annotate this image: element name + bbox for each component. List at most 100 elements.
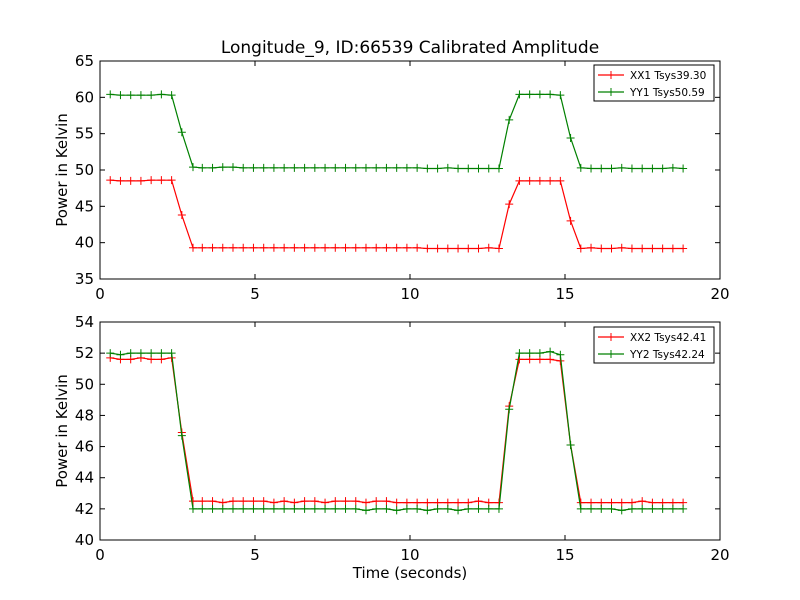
data-point (310, 504, 319, 513)
data-point (597, 504, 606, 513)
data-point (290, 163, 299, 172)
data-point (433, 504, 442, 513)
data-point (341, 163, 350, 172)
data-point (587, 164, 596, 173)
data-point (617, 506, 626, 515)
data-point (535, 176, 544, 185)
data-point (269, 504, 278, 513)
data-point (627, 504, 636, 513)
data-point (402, 163, 411, 172)
y-tick-label: 54 (75, 313, 94, 331)
data-point (269, 243, 278, 252)
data-point (382, 243, 391, 252)
data-point (464, 504, 473, 513)
data-point (679, 504, 688, 513)
data-point (556, 176, 565, 185)
data-point (454, 164, 463, 173)
y-tick-label: 50 (75, 375, 94, 393)
data-point (648, 244, 657, 253)
data-point (638, 497, 647, 506)
data-point (484, 164, 493, 173)
series-line (110, 357, 684, 504)
legend: XX2 Tsys42.41 YY2 Tsys42.24 (593, 326, 715, 364)
data-point (331, 163, 340, 172)
data-point (189, 497, 197, 506)
data-point (546, 90, 555, 99)
data-point (157, 90, 166, 99)
y-tick-label: 40 (75, 531, 94, 549)
data-point (239, 163, 248, 172)
data-point (167, 176, 176, 185)
data-point (382, 163, 391, 172)
legend-box (593, 326, 715, 364)
series-yy2 (106, 347, 688, 515)
data-point (177, 431, 186, 440)
y-tick-label: 52 (75, 344, 94, 362)
data-point (556, 91, 565, 100)
data-point (443, 504, 452, 513)
data-point (668, 244, 677, 253)
data-point (157, 349, 166, 358)
data-point (566, 216, 575, 225)
data-point (638, 164, 647, 173)
legend-marker (607, 350, 615, 358)
data-point (402, 504, 411, 513)
data-point (331, 497, 340, 506)
data-point (658, 244, 667, 253)
data-point (249, 504, 258, 513)
data-point (321, 504, 330, 513)
data-point (638, 504, 647, 513)
data-point (249, 163, 258, 172)
data-point (627, 244, 636, 253)
data-point (290, 243, 299, 252)
y-tick-label: 60 (75, 88, 94, 106)
data-point (361, 498, 370, 507)
y-tick-label: 45 (75, 197, 94, 215)
data-point (280, 497, 289, 506)
data-point (106, 176, 115, 185)
data-point (361, 163, 370, 172)
data-point (607, 504, 616, 513)
data-point (269, 163, 278, 172)
data-point (300, 497, 309, 506)
data-point (597, 164, 606, 173)
data-point (136, 349, 145, 358)
data-point (177, 128, 186, 137)
data-point (157, 176, 166, 185)
data-point (515, 176, 524, 185)
data-point (259, 243, 268, 252)
data-point (382, 497, 391, 506)
data-point (218, 243, 227, 252)
y-axis-label: Power in Kelvin (53, 374, 71, 488)
data-point (474, 244, 483, 253)
data-point (351, 243, 360, 252)
data-point (126, 349, 135, 358)
data-point (167, 349, 176, 358)
data-point (249, 243, 258, 252)
legend-label: XX1 Tsys39.30 (630, 70, 706, 82)
data-point (208, 497, 217, 506)
data-point (361, 243, 370, 252)
data-point (413, 243, 422, 252)
data-point (147, 91, 156, 100)
data-point (535, 349, 544, 358)
data-point (239, 504, 248, 513)
data-point (597, 244, 606, 253)
data-point (402, 243, 411, 252)
data-point (505, 200, 514, 209)
data-point (351, 163, 360, 172)
legend-label: XX2 Tsys42.41 (630, 332, 706, 344)
data-point (525, 176, 534, 185)
y-tick-label: 65 (75, 52, 94, 70)
data-point (668, 163, 677, 172)
data-point (423, 498, 432, 507)
y-tick-label: 46 (75, 438, 94, 456)
x-tick-label: 10 (400, 546, 419, 564)
data-point (228, 243, 237, 252)
data-point (525, 349, 534, 358)
data-point (515, 90, 524, 99)
data-point (147, 349, 156, 358)
y-tick-label: 42 (75, 500, 94, 518)
